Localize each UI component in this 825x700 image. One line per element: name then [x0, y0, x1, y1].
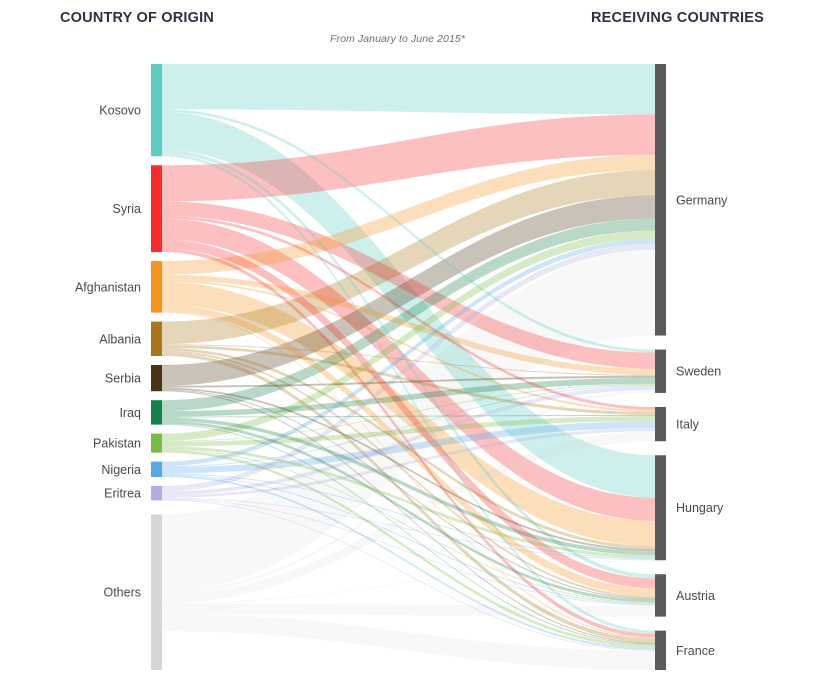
source-node-label: Serbia [105, 372, 141, 386]
sankey-link[interactable] [162, 428, 655, 498]
sankey-link[interactable] [162, 154, 655, 275]
sankey-links-layer [162, 64, 655, 670]
sankey-link[interactable] [162, 385, 655, 496]
sankey-link[interactable] [162, 415, 655, 418]
sankey-link[interactable] [162, 475, 655, 650]
column-header-receiving: RECEIVING COUNTRIES [591, 10, 764, 26]
sankey-link[interactable] [162, 249, 655, 592]
source-node[interactable] [151, 485, 162, 501]
sankey-link[interactable] [162, 281, 655, 547]
sankey-link[interactable] [162, 473, 655, 560]
target-node[interactable] [655, 574, 666, 617]
sankey-link[interactable] [162, 431, 655, 604]
target-node[interactable] [655, 630, 666, 670]
target-node[interactable] [655, 455, 666, 561]
target-node-label: France [676, 644, 715, 658]
source-node[interactable] [151, 321, 162, 356]
chart-subtitle: From January to June 2015* [329, 33, 466, 45]
sankey-link[interactable] [162, 350, 655, 599]
sankey-link[interactable] [162, 613, 655, 670]
sankey-link[interactable] [162, 238, 655, 467]
target-node-label: Sweden [676, 365, 721, 379]
sankey-link[interactable] [162, 383, 655, 442]
sankey-link[interactable] [162, 474, 655, 605]
sankey-link[interactable] [162, 345, 655, 416]
sankey-labels-layer: Kosovo Syria Afghanistan Albania Serbia Iraq P… [75, 104, 728, 658]
target-node-label: Hungary [676, 501, 724, 515]
sankey-link[interactable] [162, 421, 655, 474]
sankey-link[interactable] [162, 195, 655, 386]
sankey-link[interactable] [162, 449, 655, 648]
sankey-link[interactable] [162, 498, 655, 606]
target-node-label: Austria [676, 589, 715, 603]
sankey-link[interactable] [162, 352, 655, 643]
sankey-link[interactable] [162, 384, 655, 468]
sankey-link[interactable] [162, 109, 655, 353]
target-node-label: Italy [676, 418, 700, 432]
target-node[interactable] [655, 406, 666, 442]
sankey-link[interactable] [162, 215, 655, 410]
source-node-label: Pakistan [93, 437, 141, 451]
source-node-label: Kosovo [99, 104, 141, 118]
source-node[interactable] [151, 433, 162, 453]
sankey-link[interactable] [162, 497, 655, 561]
source-node[interactable] [151, 261, 162, 313]
sankey-link[interactable] [162, 114, 655, 202]
sankey-link[interactable] [162, 304, 655, 597]
sankey-link[interactable] [162, 280, 655, 412]
sankey-link[interactable] [162, 169, 655, 345]
sankey-link[interactable] [162, 248, 655, 638]
source-node[interactable] [151, 461, 162, 477]
sankey-link[interactable] [162, 239, 655, 589]
sankey-link[interactable] [162, 274, 655, 375]
sankey-link[interactable] [162, 387, 655, 552]
sankey-link[interactable] [162, 347, 655, 550]
sankey-link[interactable] [162, 416, 655, 447]
sankey-link[interactable] [162, 390, 655, 644]
source-node-label: Albania [99, 332, 141, 346]
sankey-link[interactable] [162, 64, 655, 115]
target-node-label: Germany [676, 193, 728, 207]
source-node[interactable] [151, 400, 162, 425]
sankey-link[interactable] [162, 243, 655, 492]
source-node[interactable] [151, 64, 162, 157]
sankey-link[interactable] [162, 448, 655, 604]
sankey-link[interactable] [162, 560, 655, 604]
sankey-link[interactable] [162, 230, 655, 441]
source-node[interactable] [151, 514, 162, 670]
source-node-label: Iraq [119, 406, 141, 420]
sankey-link[interactable] [162, 377, 655, 417]
source-node-label: Nigeria [101, 463, 141, 477]
sankey-link[interactable] [162, 417, 655, 556]
target-node[interactable] [655, 349, 666, 393]
target-node[interactable] [655, 64, 666, 336]
sankey-link[interactable] [162, 311, 655, 639]
sankey-link[interactable] [162, 423, 655, 645]
source-node[interactable] [151, 364, 162, 392]
sankey-link[interactable] [162, 153, 655, 634]
sankey-link[interactable] [162, 421, 655, 603]
source-node-label: Eritrea [104, 487, 141, 501]
source-node-label: Syria [113, 202, 142, 216]
sankey-link[interactable] [162, 344, 655, 376]
sankey-link[interactable] [162, 111, 655, 498]
sankey-link[interactable] [162, 603, 655, 617]
sankey-link[interactable] [162, 375, 655, 388]
sankey-link[interactable] [162, 149, 655, 579]
sankey-link[interactable] [162, 389, 655, 600]
sankey-link[interactable] [162, 499, 655, 651]
sankey-link[interactable] [162, 389, 655, 595]
sankey-link[interactable] [162, 218, 655, 412]
column-header-origin: COUNTRY OF ORIGIN [60, 10, 215, 26]
source-node-label: Afghanistan [75, 280, 141, 294]
source-node-label: Others [103, 586, 141, 600]
sankey-link[interactable] [162, 218, 655, 521]
sankey-link[interactable] [162, 446, 655, 559]
sankey-nodes-layer [151, 64, 666, 670]
sankey-link[interactable] [162, 201, 655, 369]
source-node[interactable] [151, 165, 162, 253]
